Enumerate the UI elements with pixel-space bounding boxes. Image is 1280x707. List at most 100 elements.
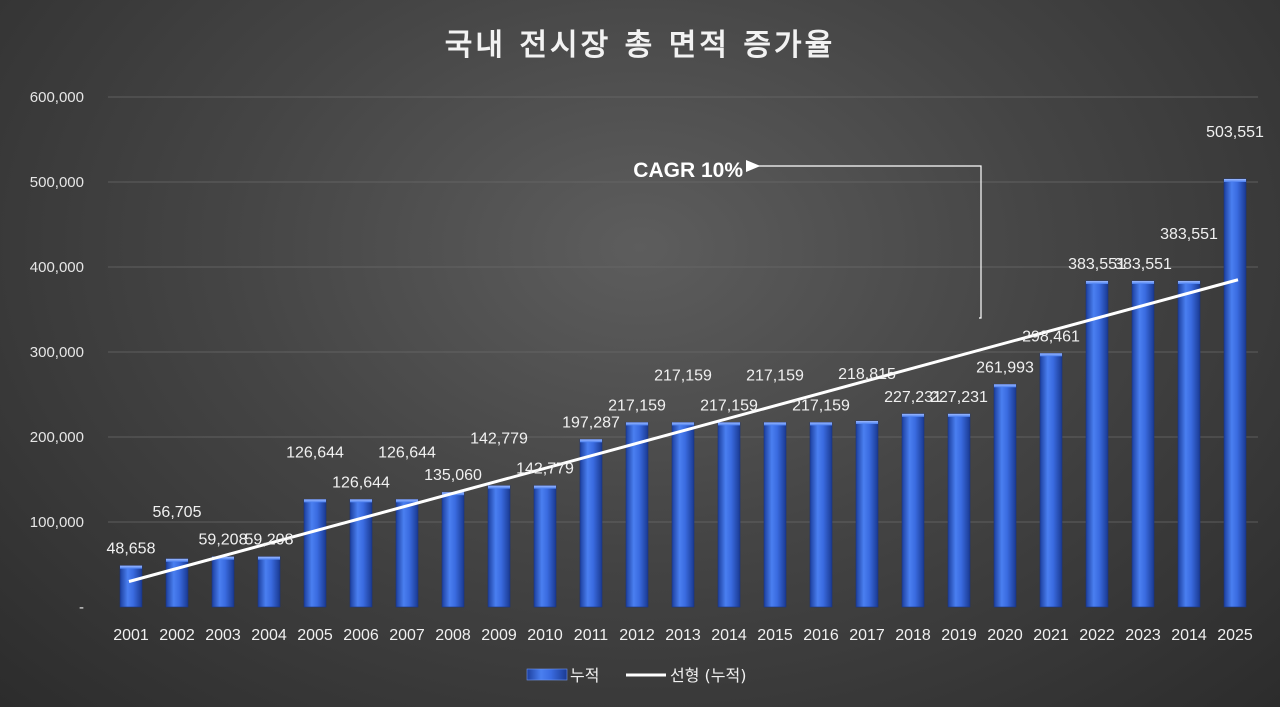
chart-title: 국내 전시장 총 면적 증가율 bbox=[445, 28, 835, 63]
data-label: 126,644 bbox=[378, 444, 436, 461]
y-tick-label: 100,000 bbox=[30, 514, 84, 531]
bar-body bbox=[809, 422, 833, 608]
data-label: 383,551 bbox=[1068, 256, 1126, 273]
data-label: 135,060 bbox=[424, 467, 482, 484]
bar bbox=[993, 384, 1017, 608]
bar-body bbox=[441, 491, 465, 608]
legend-label-bars: 누적 bbox=[570, 666, 599, 685]
x-tick-label: 2007 bbox=[389, 627, 425, 644]
bar bbox=[487, 485, 511, 608]
data-label: 217,159 bbox=[792, 397, 850, 414]
bar bbox=[303, 499, 327, 608]
bar-cap bbox=[534, 485, 556, 489]
data-label: 261,993 bbox=[976, 359, 1034, 376]
data-label: 217,159 bbox=[654, 367, 712, 384]
x-tick-label: 2009 bbox=[481, 627, 517, 644]
bar bbox=[257, 556, 281, 608]
bar-body bbox=[303, 499, 327, 608]
bar-cap bbox=[580, 439, 602, 443]
bar-body bbox=[1039, 353, 1063, 608]
data-label: 503,551 bbox=[1206, 124, 1264, 141]
bar-cap bbox=[1040, 353, 1062, 357]
data-label: 126,644 bbox=[332, 474, 390, 491]
x-tick-label: 2002 bbox=[159, 627, 195, 644]
bar bbox=[211, 556, 235, 608]
y-tick-label: 300,000 bbox=[30, 344, 84, 361]
data-label: 298,461 bbox=[1022, 328, 1080, 345]
bar-cap bbox=[1178, 280, 1200, 284]
x-tick-label: 2001 bbox=[113, 627, 149, 644]
bar bbox=[1177, 280, 1201, 608]
bar-body bbox=[1223, 178, 1247, 608]
x-tick-label: 2016 bbox=[803, 627, 839, 644]
y-tick-label: 500,000 bbox=[30, 174, 84, 191]
x-tick-label: 2013 bbox=[665, 627, 701, 644]
bar-body bbox=[763, 422, 787, 608]
bar bbox=[717, 422, 741, 608]
data-label: 218,815 bbox=[838, 366, 896, 383]
x-tick-label: 2011 bbox=[574, 627, 609, 644]
data-label: 383,551 bbox=[1114, 256, 1172, 273]
bar-series bbox=[119, 178, 1247, 608]
data-label: 383,551 bbox=[1160, 226, 1218, 243]
x-tick-label: 2023 bbox=[1125, 627, 1161, 644]
bar bbox=[1039, 353, 1063, 608]
y-axis: - 100,000 200,000 300,000 400,000 500,000 600,… bbox=[30, 89, 84, 616]
x-tick-label: 2015 bbox=[757, 627, 793, 644]
bar-cap bbox=[672, 422, 694, 426]
gridlines bbox=[108, 96, 1258, 523]
bar bbox=[395, 499, 419, 608]
data-label: 142,779 bbox=[470, 431, 528, 448]
bar-cap bbox=[718, 422, 740, 426]
bar bbox=[625, 422, 649, 608]
bar-body bbox=[533, 485, 557, 608]
data-label: 59,208 bbox=[245, 532, 294, 549]
x-tick-label: 2017 bbox=[849, 627, 885, 644]
bar-cap bbox=[856, 421, 878, 425]
x-tick-label: 2005 bbox=[297, 627, 333, 644]
bar-body bbox=[855, 420, 879, 608]
data-label: 126,644 bbox=[286, 444, 344, 461]
bar bbox=[349, 499, 373, 608]
bar bbox=[1223, 178, 1247, 608]
bar-cap bbox=[1132, 280, 1154, 284]
bar-cap bbox=[166, 558, 188, 562]
data-label: 217,159 bbox=[700, 397, 758, 414]
x-tick-label: 2022 bbox=[1079, 627, 1115, 644]
bar-cap bbox=[1086, 280, 1108, 284]
bar-cap bbox=[626, 422, 648, 426]
bar-body bbox=[257, 556, 281, 608]
bar-cap bbox=[764, 422, 786, 426]
cagr-arrow bbox=[746, 160, 982, 319]
bar-body bbox=[947, 413, 971, 608]
bar-cap bbox=[488, 485, 510, 489]
data-label: 227,231 bbox=[930, 389, 988, 406]
data-label: 227,231 bbox=[884, 389, 942, 406]
bar bbox=[1085, 280, 1109, 608]
bar-body bbox=[901, 413, 925, 608]
y-tick-label: 600,000 bbox=[30, 89, 84, 106]
bar bbox=[441, 491, 465, 608]
x-tick-label: 2014 bbox=[711, 627, 747, 644]
bar-cap bbox=[948, 413, 970, 417]
trendline bbox=[128, 278, 1239, 583]
data-label: 197,287 bbox=[562, 414, 620, 431]
x-tick-label: 2021 bbox=[1033, 627, 1069, 644]
bar-body bbox=[993, 384, 1017, 608]
y-tick-label: 400,000 bbox=[30, 259, 84, 276]
bar-body bbox=[579, 439, 603, 608]
x-axis: 2001 2002 2003 2004 2005 2006 2007 2008 2009 2010… bbox=[113, 627, 1253, 644]
bar-cap bbox=[350, 499, 372, 503]
data-label: 217,159 bbox=[746, 367, 804, 384]
data-label: 56,705 bbox=[153, 504, 202, 521]
x-tick-label: 2006 bbox=[343, 627, 379, 644]
bar-cap bbox=[258, 556, 280, 560]
bar-cap bbox=[212, 556, 234, 560]
cagr-label: CAGR 10% bbox=[633, 159, 743, 182]
x-tick-label: 2010 bbox=[527, 627, 563, 644]
bar bbox=[1131, 280, 1155, 608]
x-tick-label: 2012 bbox=[619, 627, 655, 644]
data-label: 142,779 bbox=[516, 461, 574, 478]
